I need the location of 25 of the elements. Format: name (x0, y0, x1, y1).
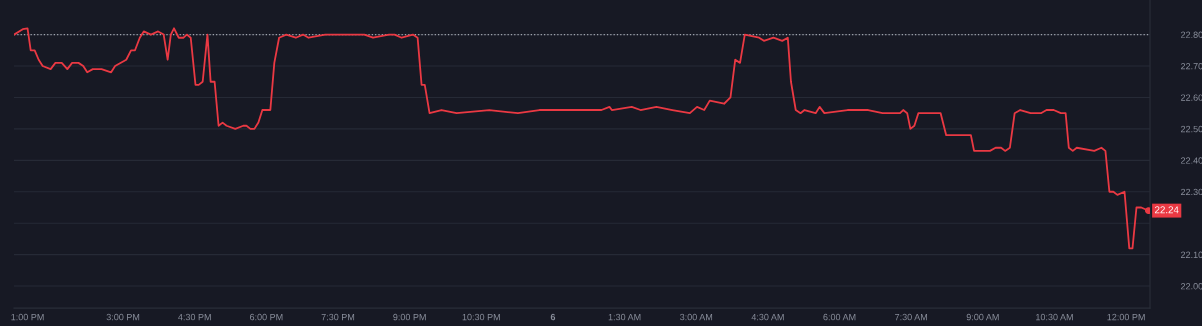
y-tick-label: 22.80 (1181, 31, 1202, 38)
y-tick-label: 22.50 (1181, 125, 1202, 133)
y-tick-label: 22.30 (1181, 188, 1202, 196)
x-tick-label: 6:00 PM (250, 313, 283, 321)
x-tick-label: 1:00 PM (11, 313, 44, 321)
x-tick-label: 9:00 AM (966, 313, 999, 321)
x-tick-label: 10:30 PM (462, 313, 500, 321)
y-tick-label: 22.10 (1181, 251, 1202, 258)
annotation: 22.24 (1155, 206, 1179, 214)
x-tick-label: 6:00 AM (823, 313, 856, 321)
x-tick-label: 1:30 AM (608, 313, 641, 321)
y-tick-label: 22.60 (1181, 94, 1202, 101)
x-tick-label: 4:30 AM (751, 313, 784, 321)
x-tick-label: 4:30 PM (178, 313, 211, 321)
y-tick-label: 22.00 (1181, 283, 1202, 290)
x-tick-label: 3:00 PM (106, 313, 140, 321)
y-tick-label: 22.40 (1181, 157, 1202, 164)
x-tick-label: 9:00 PM (393, 313, 426, 321)
x-tick-label: 7:30 AM (895, 313, 927, 321)
x-tick-label: 7:30 PM (321, 313, 355, 321)
x-tick-label: 10:30 AM (1036, 313, 1073, 321)
y-tick-label: 22.70 (1181, 62, 1202, 70)
x-tick-label: 12:00 PM (1107, 313, 1145, 321)
x-tick-label: 6 (550, 313, 556, 321)
x-tick-label: 3:00 AM (680, 313, 713, 321)
